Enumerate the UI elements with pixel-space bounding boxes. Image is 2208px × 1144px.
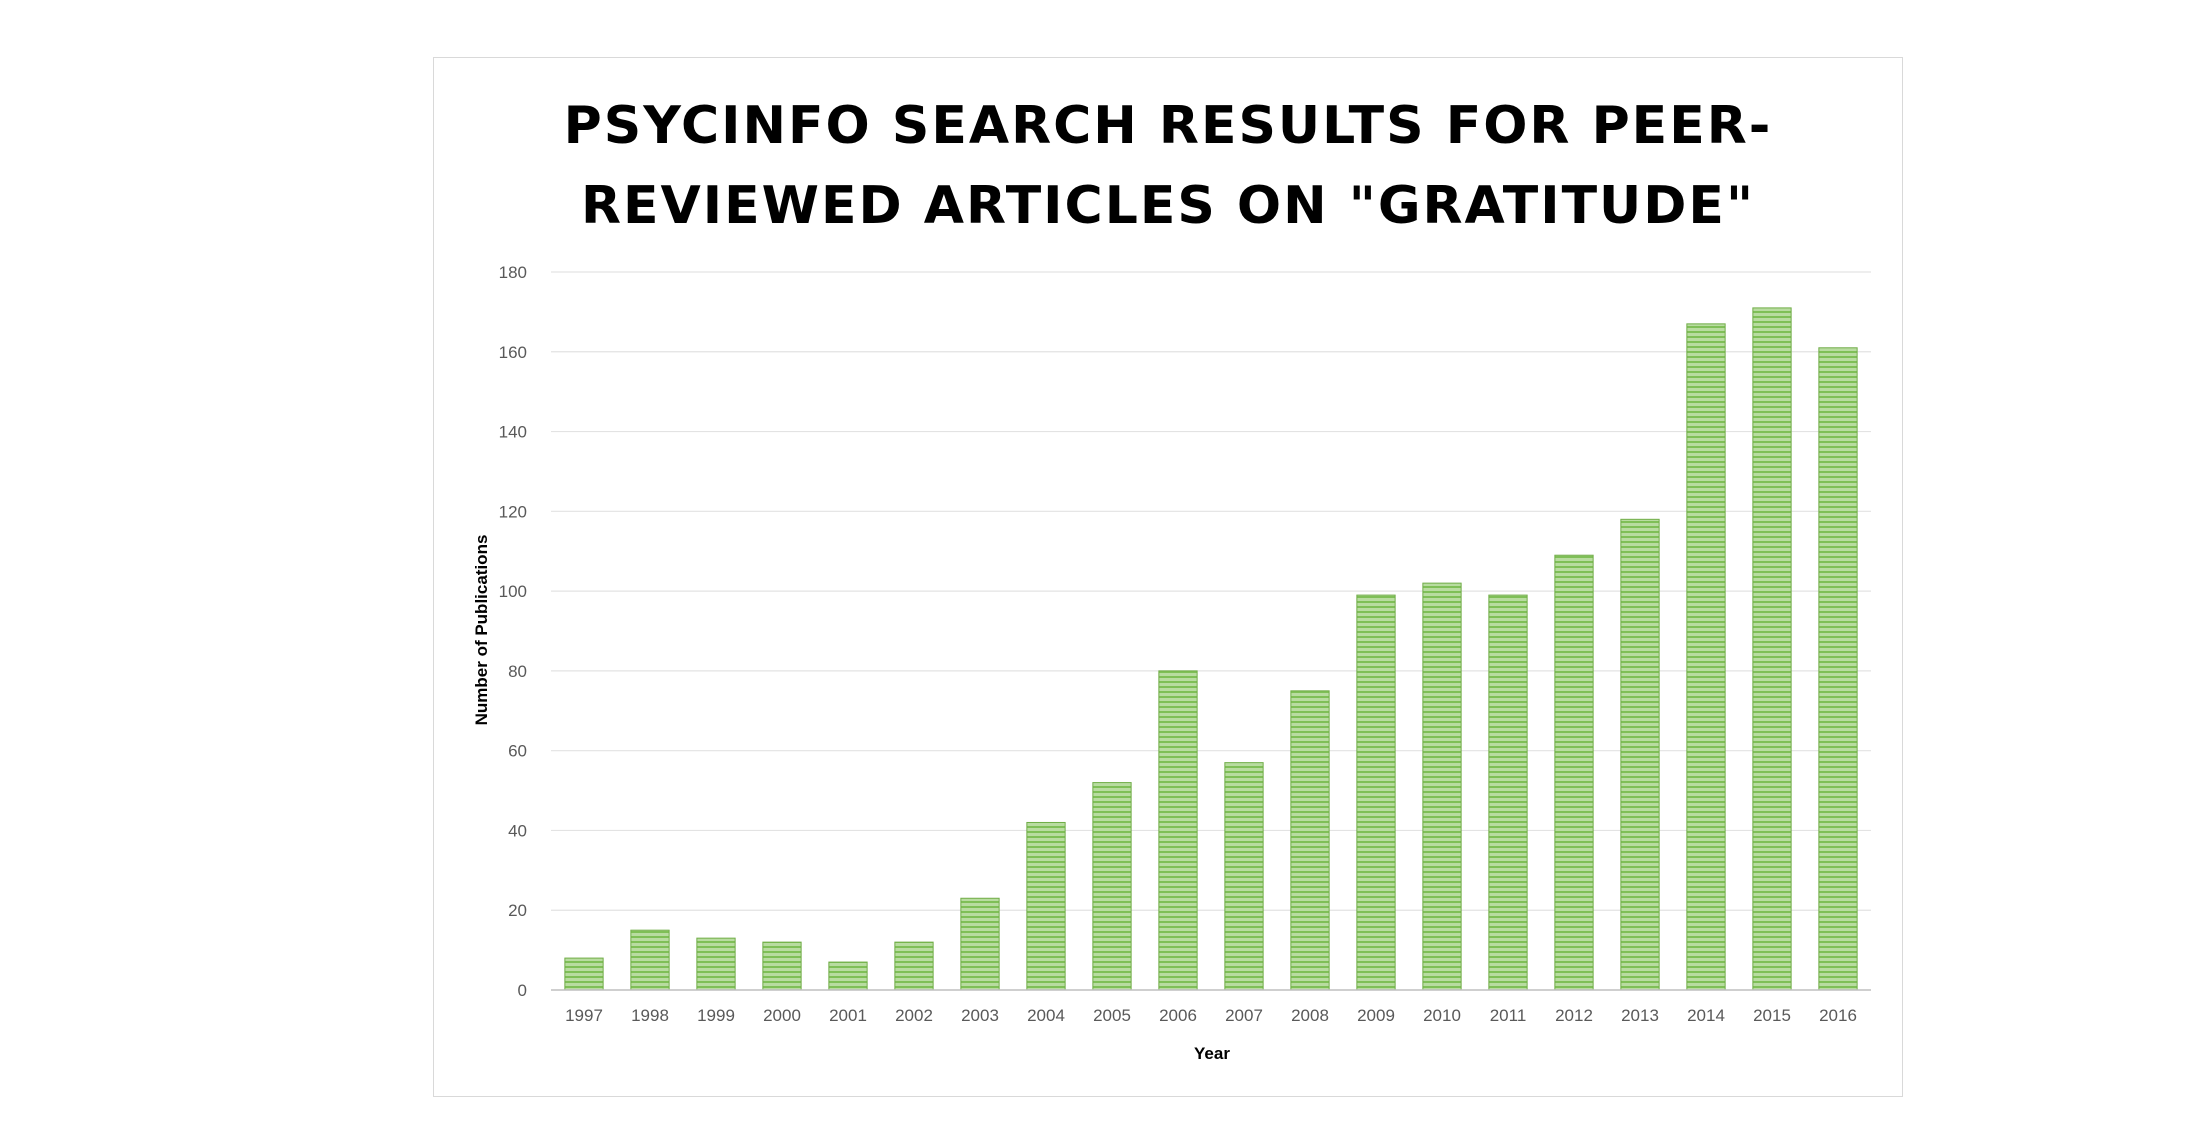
bar-2013 (1620, 518, 1660, 991)
bar-2002 (894, 941, 934, 991)
y-tick-label: 120 (499, 502, 527, 521)
x-tick-label: 2001 (829, 1006, 867, 1025)
bar-2004 (1026, 821, 1066, 991)
y-tick-labels: 0 20 40 60 80 100 120 140 160 180 (499, 263, 527, 1000)
bar-2007 (1224, 762, 1264, 991)
bar-2016 (1818, 347, 1858, 991)
x-tick-labels: 1997 1998 1999 2000 2001 2002 2003 2004 2005 2006… (565, 1006, 1857, 1025)
chart-title-line-1: PSYCINFO SEARCH RESULTS FOR PEER- (563, 96, 1773, 156)
bar-2010 (1422, 582, 1462, 991)
chart-frame: PSYCINFO SEARCH RESULTS FOR PEER- REVIEW… (433, 57, 1903, 1097)
bar-2009 (1356, 594, 1396, 991)
x-tick-label: 1998 (631, 1006, 669, 1025)
y-tick-label: 0 (518, 981, 527, 1000)
bar-1997 (564, 957, 604, 991)
x-tick-label: 2016 (1819, 1006, 1857, 1025)
x-tick-label: 2009 (1357, 1006, 1395, 1025)
x-tick-label: 2003 (961, 1006, 999, 1025)
gridlines (551, 271, 1871, 911)
x-tick-label: 2008 (1291, 1006, 1329, 1025)
x-axis-title: Year (1194, 1044, 1230, 1063)
x-tick-label: 2013 (1621, 1006, 1659, 1025)
bar-2011 (1488, 594, 1528, 991)
chart-title: PSYCINFO SEARCH RESULTS FOR PEER- REVIEW… (434, 86, 1902, 246)
y-tick-label: 60 (508, 742, 527, 761)
x-tick-label: 2007 (1225, 1006, 1263, 1025)
bar-2014 (1686, 323, 1726, 991)
y-tick-label: 160 (499, 343, 527, 362)
chart-title-line-2: REVIEWED ARTICLES ON "GRATITUDE" (580, 176, 1756, 236)
y-tick-label: 80 (508, 662, 527, 681)
bar-2015 (1752, 307, 1792, 991)
bar-1998 (630, 929, 670, 991)
bar-2008 (1290, 690, 1330, 991)
x-tick-label: 2010 (1423, 1006, 1461, 1025)
x-tick-label: 2006 (1159, 1006, 1197, 1025)
x-tick-label: 2012 (1555, 1006, 1593, 1025)
bar-2001 (828, 961, 868, 991)
bar-2006 (1158, 670, 1198, 991)
y-tick-label: 40 (508, 821, 527, 840)
x-tick-label: 2005 (1093, 1006, 1131, 1025)
bar-2003 (960, 897, 1000, 991)
bar-1999 (696, 937, 736, 991)
y-tick-label: 100 (499, 582, 527, 601)
x-tick-label: 2004 (1027, 1006, 1065, 1025)
x-tick-label: 2000 (763, 1006, 801, 1025)
y-tick-label: 180 (499, 263, 527, 282)
bar-2000 (762, 941, 802, 991)
x-tick-label: 1999 (697, 1006, 735, 1025)
x-tick-label: 2014 (1687, 1006, 1725, 1025)
x-tick-label: 2002 (895, 1006, 933, 1025)
x-tick-label: 2015 (1753, 1006, 1791, 1025)
x-tick-label: 1997 (565, 1006, 603, 1025)
y-tick-label: 140 (499, 423, 527, 442)
bars (564, 307, 1858, 991)
bar-2005 (1092, 782, 1132, 991)
x-tick-label: 2011 (1490, 1006, 1527, 1025)
bar-2012 (1554, 554, 1594, 991)
plot-area: 0 20 40 60 80 100 120 140 160 180 1997 1998 1999 200… (472, 263, 1871, 1063)
y-tick-label: 20 (508, 901, 527, 920)
y-axis-title: Number of Publications (472, 535, 491, 726)
